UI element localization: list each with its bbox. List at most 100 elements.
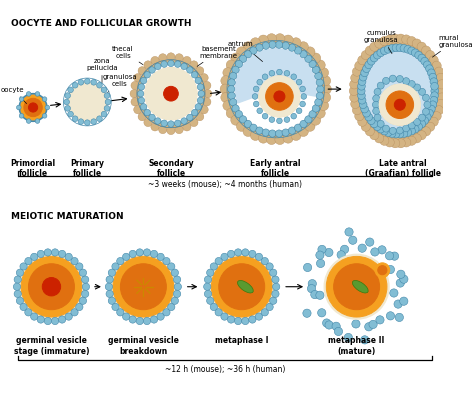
Circle shape <box>145 69 197 120</box>
Circle shape <box>138 113 146 121</box>
Circle shape <box>359 101 367 109</box>
Circle shape <box>408 123 415 130</box>
Circle shape <box>432 112 441 121</box>
Circle shape <box>361 106 368 114</box>
Circle shape <box>370 121 378 128</box>
Circle shape <box>157 313 164 320</box>
Circle shape <box>35 119 40 124</box>
Circle shape <box>197 85 204 91</box>
Circle shape <box>357 92 365 100</box>
Circle shape <box>159 126 167 134</box>
Circle shape <box>365 238 374 247</box>
Circle shape <box>262 43 269 50</box>
Circle shape <box>237 48 246 58</box>
Circle shape <box>79 270 87 276</box>
Circle shape <box>325 249 333 257</box>
Circle shape <box>104 94 110 99</box>
Text: granulosa
cells: granulosa cells <box>102 74 137 93</box>
Circle shape <box>223 101 233 111</box>
Text: metaphase II
(mature): metaphase II (mature) <box>328 336 385 355</box>
Circle shape <box>396 131 404 139</box>
Circle shape <box>229 99 237 107</box>
Circle shape <box>215 258 222 265</box>
Circle shape <box>67 83 108 123</box>
Circle shape <box>291 75 297 81</box>
Circle shape <box>361 123 370 132</box>
Circle shape <box>78 80 84 86</box>
Circle shape <box>200 106 208 115</box>
Circle shape <box>150 251 158 258</box>
Circle shape <box>344 334 353 342</box>
Circle shape <box>65 254 73 261</box>
Circle shape <box>173 290 181 298</box>
Circle shape <box>14 290 21 298</box>
Circle shape <box>171 270 179 276</box>
Circle shape <box>149 115 155 121</box>
Circle shape <box>151 124 159 132</box>
Text: zona
pellucida: zona pellucida <box>86 58 118 83</box>
Circle shape <box>164 87 178 102</box>
Circle shape <box>374 89 381 96</box>
Circle shape <box>117 309 124 316</box>
Text: Primordial
follicle: Primordial follicle <box>10 159 55 178</box>
Circle shape <box>143 249 151 256</box>
Circle shape <box>82 290 89 298</box>
Circle shape <box>383 126 390 133</box>
Circle shape <box>411 126 419 134</box>
Circle shape <box>437 94 447 103</box>
Circle shape <box>381 128 388 136</box>
Circle shape <box>20 303 27 311</box>
Circle shape <box>385 139 394 148</box>
Circle shape <box>207 270 214 276</box>
Circle shape <box>374 124 381 131</box>
Circle shape <box>357 88 365 96</box>
Circle shape <box>429 118 438 127</box>
Circle shape <box>388 45 396 53</box>
Circle shape <box>426 123 435 132</box>
Circle shape <box>316 252 324 260</box>
Circle shape <box>42 114 47 119</box>
Circle shape <box>163 258 170 265</box>
Circle shape <box>42 278 61 296</box>
Circle shape <box>337 251 345 259</box>
Circle shape <box>386 312 395 320</box>
Circle shape <box>300 87 305 92</box>
Circle shape <box>320 76 331 87</box>
Circle shape <box>377 83 384 90</box>
Circle shape <box>204 290 212 298</box>
Circle shape <box>131 82 139 90</box>
Circle shape <box>375 263 390 278</box>
Circle shape <box>136 318 144 325</box>
Circle shape <box>421 58 428 66</box>
Circle shape <box>351 74 360 83</box>
Circle shape <box>319 68 328 79</box>
Circle shape <box>352 106 362 115</box>
Circle shape <box>210 263 218 270</box>
Circle shape <box>235 61 243 68</box>
Circle shape <box>161 62 167 68</box>
Circle shape <box>294 48 301 55</box>
Circle shape <box>191 72 198 79</box>
Circle shape <box>68 112 73 118</box>
Circle shape <box>374 115 381 122</box>
Circle shape <box>391 139 400 148</box>
Circle shape <box>220 85 230 95</box>
Circle shape <box>389 128 396 135</box>
Circle shape <box>171 297 179 305</box>
Circle shape <box>155 64 161 70</box>
Circle shape <box>373 102 379 109</box>
Circle shape <box>316 292 324 300</box>
Circle shape <box>196 113 204 121</box>
Circle shape <box>181 119 187 125</box>
Circle shape <box>312 67 319 74</box>
Circle shape <box>396 45 404 52</box>
Circle shape <box>300 121 307 128</box>
Circle shape <box>262 75 268 81</box>
Circle shape <box>231 116 241 126</box>
Circle shape <box>255 254 263 261</box>
Circle shape <box>370 131 379 140</box>
Circle shape <box>367 58 375 66</box>
Circle shape <box>228 251 235 258</box>
Circle shape <box>365 323 373 331</box>
Circle shape <box>355 62 364 71</box>
